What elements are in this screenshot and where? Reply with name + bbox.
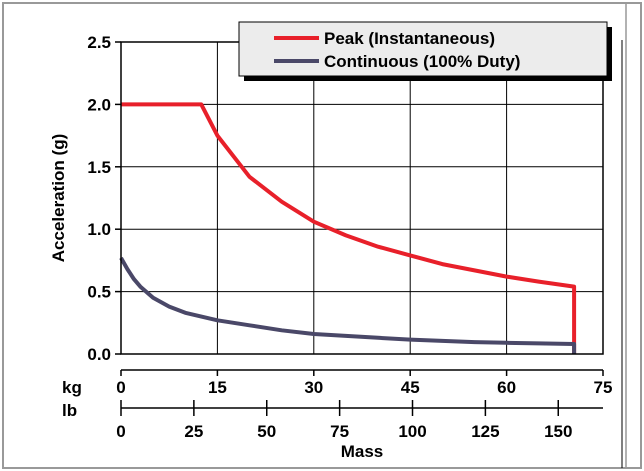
x-lb-tick-label-5: 125 xyxy=(471,422,499,441)
x-axis-kg-unit: kg xyxy=(62,378,82,397)
series-line-0 xyxy=(121,102,577,354)
legend: Peak (Instantaneous) Continuous (100% Du… xyxy=(238,21,612,81)
series-line-1 xyxy=(119,256,577,354)
x-kg-tick-label-2: 30 xyxy=(304,378,323,397)
x-lb-tick-label-2: 50 xyxy=(257,422,276,441)
legend-label-peak: Peak (Instantaneous) xyxy=(324,29,495,48)
legend-box xyxy=(238,21,608,77)
x-lb-tick-label-4: 100 xyxy=(398,422,426,441)
x-kg-tick-label-4: 60 xyxy=(497,378,516,397)
x-kg-tick-label-3: 45 xyxy=(401,378,420,397)
y-tick-label-3: 1.5 xyxy=(87,158,111,177)
x-kg-tick-label-0: 0 xyxy=(116,378,125,397)
legend-label-continuous: Continuous (100% Duty) xyxy=(324,52,520,71)
y-tick-label-0: 0.0 xyxy=(87,345,111,364)
x-axis-lb-unit: lb xyxy=(62,401,77,420)
x-kg-tick-label-5: 75 xyxy=(594,378,613,397)
plot-area xyxy=(121,42,603,354)
x-lb-tick-label-1: 25 xyxy=(184,422,203,441)
x-kg-tick-label-1: 15 xyxy=(208,378,227,397)
x-lb-tick-label-3: 75 xyxy=(330,422,349,441)
y-axis-ticks: 0.0 0.5 1.0 1.5 2.0 2.5 xyxy=(87,33,121,364)
x-axis-lb-ticks: 0 25 50 75 100 125 150 xyxy=(116,400,572,441)
x-axis-kg-ticks: 0 15 30 45 60 75 xyxy=(116,370,612,397)
y-tick-label-5: 2.5 xyxy=(87,33,111,52)
x-lb-tick-label-0: 0 xyxy=(116,422,125,441)
y-axis-title: Acceleration (g) xyxy=(49,134,68,262)
x-axis-title: Mass xyxy=(341,442,384,461)
series-layer xyxy=(119,102,577,354)
y-tick-label-4: 2.0 xyxy=(87,95,111,114)
y-tick-label-2: 1.0 xyxy=(87,220,111,239)
y-tick-label-1: 0.5 xyxy=(87,283,111,302)
x-lb-tick-label-6: 150 xyxy=(544,422,572,441)
